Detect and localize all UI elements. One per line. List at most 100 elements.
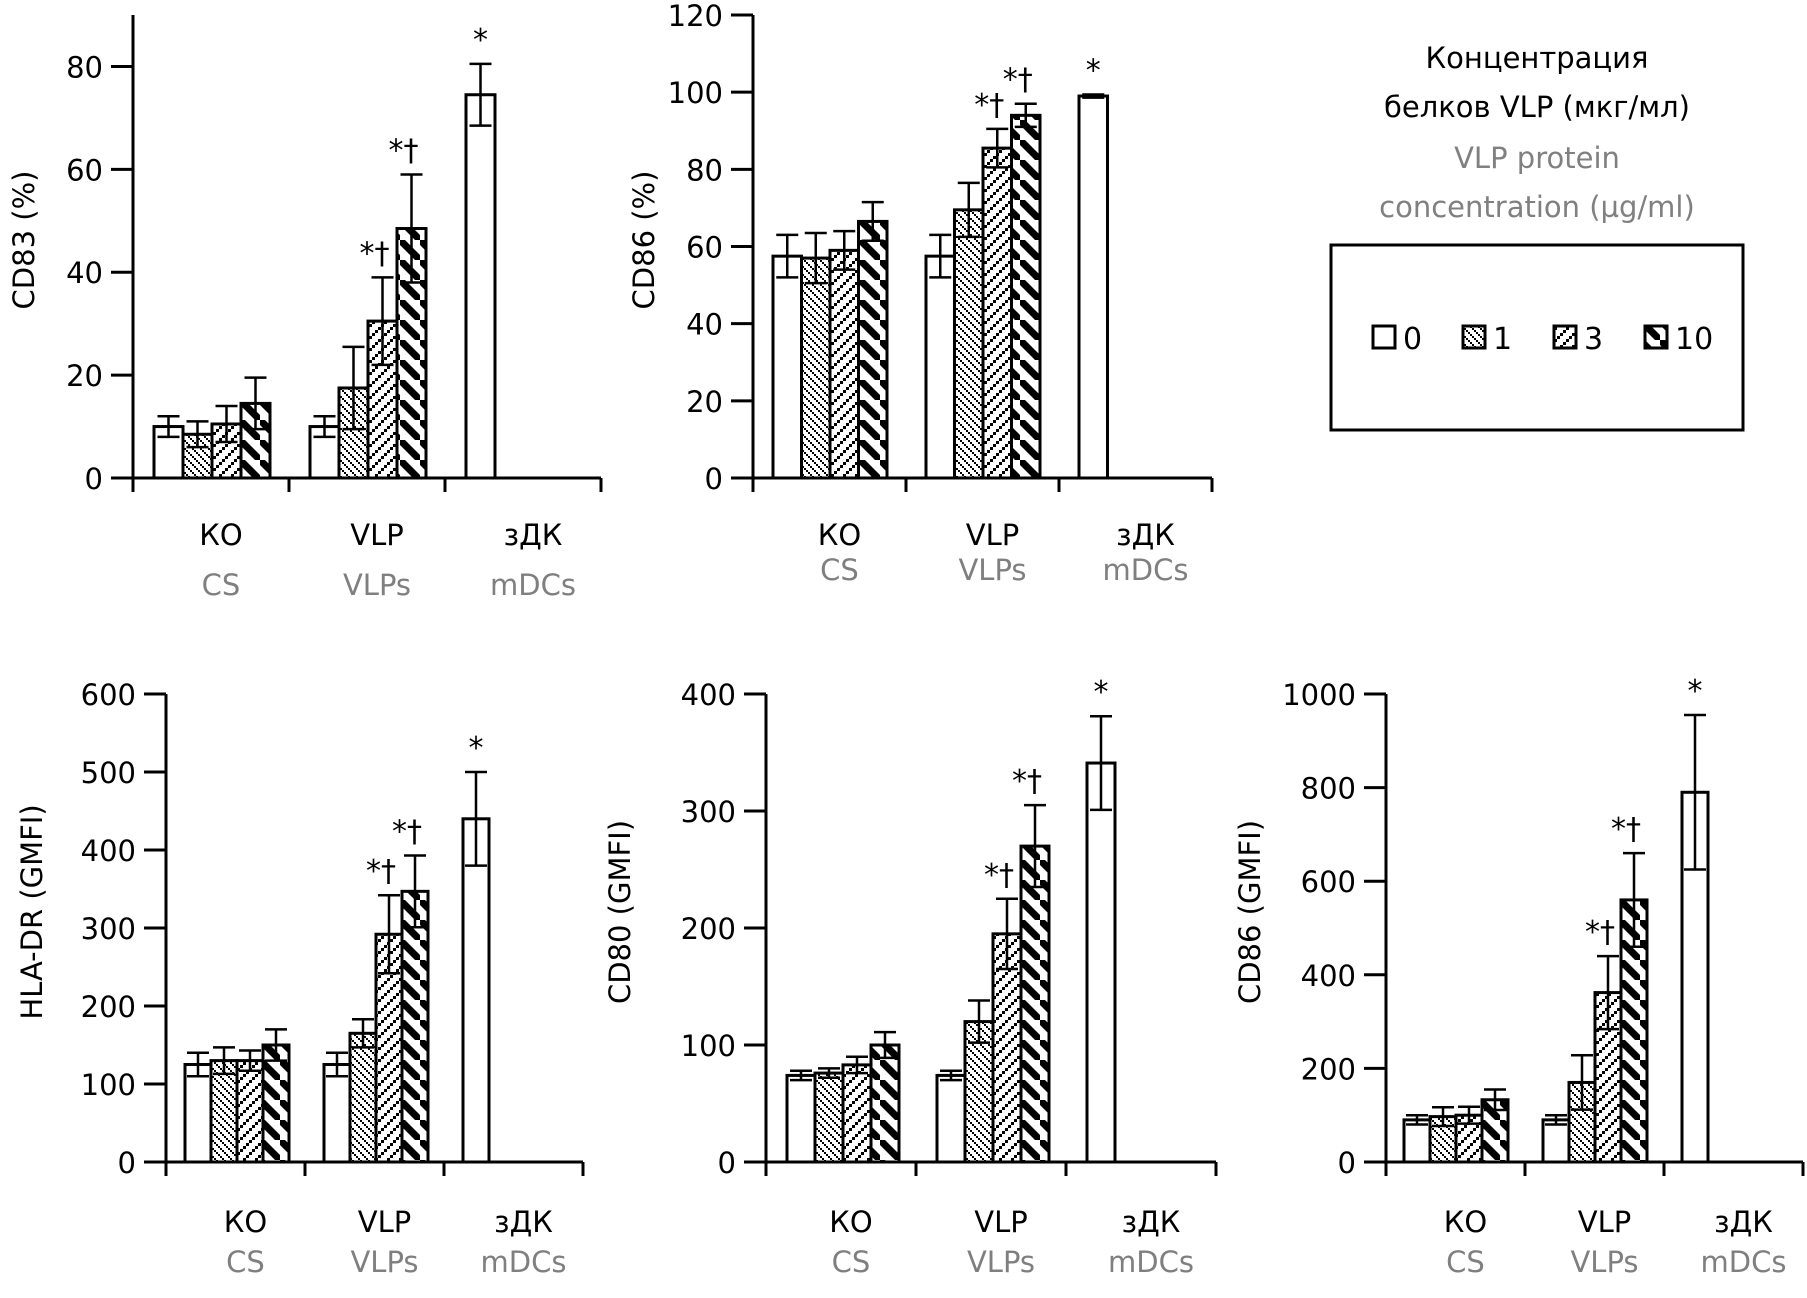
bar-dose-0 [1402,1118,1432,1164]
category-label-ru: КО [829,1205,872,1239]
category-label-ru: КО [224,1205,267,1239]
y-tick-label: 200 [81,990,136,1024]
bar-dose-1 [953,208,985,480]
category-label-en: CS [226,1245,265,1279]
legend-swatch-3 [1552,324,1578,350]
legend-swatch-1 [1461,324,1487,350]
bar-dose-10 [857,219,889,480]
y-axis-label: CD86 (GMFI) [1233,820,1267,1004]
legend-label: 1 [1493,322,1512,357]
y-tick-label: 800 [1301,772,1356,806]
bar-dose-0 [1085,761,1117,1164]
chart-hla-dr-gmfi: 0 100 200 300 400 500 600 HLA-DR (GMFI) КО CS VLP V… [15,678,585,1279]
legend-swatch-10 [1643,324,1669,350]
bar-dose-0 [935,1073,967,1164]
category-label-en: mDCs [1108,1245,1194,1279]
y-tick-label: 0 [705,462,723,496]
y-tick-label: 400 [681,678,736,712]
significance-marker: *† [974,88,1004,123]
y-axis-label: HLA-DR (GMFI) [15,804,49,1019]
y-tick-label: 600 [1301,865,1356,899]
category-label-ru: VLP [350,518,403,552]
legend-title-en-line2: concentration (µg/ml) [1379,190,1695,224]
significance-marker: *† [1012,764,1042,799]
category-label-ru: зДК [1714,1205,1773,1239]
category-label-ru: VLP [966,518,1019,552]
bar-dose-10 [869,1043,901,1164]
y-tick-label: 0 [118,1146,136,1180]
y-tick-label: 40 [66,256,103,290]
bar-dose-3 [828,248,860,480]
significance-marker: *† [392,814,422,849]
y-tick-label: 100 [81,1068,136,1102]
y-tick-label: 300 [681,795,736,829]
category-label-ru: зДК [494,1205,553,1239]
significance-marker: * [1086,53,1101,88]
chart-cd86-gmfi: 0 200 400 600 800 1000 CD86 (GMFI) КО CS VLP VLPs з… [1233,674,1805,1279]
y-tick-label: 200 [681,912,736,946]
significance-marker: * [1688,674,1703,709]
y-tick-label: 60 [686,231,723,265]
y-tick-label: 400 [1301,959,1356,993]
legend: Концентрация белков VLP (мкг/мл) VLP pro… [1329,41,1745,432]
bar-dose-0 [461,817,491,1164]
significance-marker: *† [1585,915,1615,950]
bar-dose-0 [924,254,956,480]
bar-dose-1 [813,1071,845,1164]
category-label-en: CS [820,553,859,587]
category-label-en: VLPs [350,1245,418,1279]
category-label-en: VLPs [967,1245,1035,1279]
category-label-ru: зДК [1122,1205,1181,1239]
y-tick-label: 300 [81,912,136,946]
bar-dose-0 [785,1073,817,1164]
category-label-ru: зДК [504,518,563,552]
bar-dose-0 [771,254,803,480]
chart-cd80-gmfi: 0 100 200 300 400 CD80 (GMFI) КО CS VLP VLPs зДК mD… [603,675,1218,1279]
bar-dose-1 [348,1031,378,1164]
category-label-ru: КО [818,518,861,552]
bar-dose-0 [183,1063,213,1164]
y-tick-label: 80 [66,50,103,84]
y-tick-label: 20 [686,385,723,419]
bar-dose-1 [800,256,832,480]
y-tick-label: 20 [66,359,103,393]
significance-marker: * [473,23,488,58]
category-label-en: mDCs [1103,553,1189,587]
category-label-ru: VLP [1578,1205,1631,1239]
y-tick-label: 500 [81,756,136,790]
legend-label: 10 [1675,322,1713,357]
bar-dose-3 [235,1059,265,1164]
category-label-en: VLPs [1570,1245,1638,1279]
category-label-en: mDCs [481,1245,567,1279]
category-label-ru: КО [199,518,242,552]
legend-label: 0 [1403,322,1422,357]
bar-dose-3 [991,932,1023,1164]
legend-label: 3 [1584,322,1603,357]
bar-dose-0 [1077,94,1109,480]
bar-dose-10 [1010,113,1042,480]
bar-dose-10 [1019,844,1051,1164]
significance-marker: *† [984,858,1014,893]
y-tick-label: 120 [668,0,723,33]
legend-title-en-line1: VLP protein [1454,141,1620,175]
y-tick-label: 80 [686,153,723,187]
y-tick-label: 60 [66,153,103,187]
category-label-ru: VLP [358,1205,411,1239]
y-tick-label: 100 [681,1029,736,1063]
legend-swatch-0 [1371,324,1397,350]
bar-dose-0 [1541,1118,1571,1164]
legend-box [1329,243,1745,432]
y-tick-label: 100 [668,76,723,110]
y-tick-label: 400 [81,834,136,868]
significance-marker: *† [366,854,396,889]
y-tick-label: 1000 [1282,678,1356,712]
significance-marker: *† [360,236,390,271]
category-label-en: VLPs [343,568,411,602]
bar-dose-10 [261,1043,291,1164]
category-label-en: CS [202,568,241,602]
y-tick-label: 0 [1338,1146,1356,1180]
legend-title-ru-line2: белков VLP (мкг/мл) [1384,90,1690,124]
